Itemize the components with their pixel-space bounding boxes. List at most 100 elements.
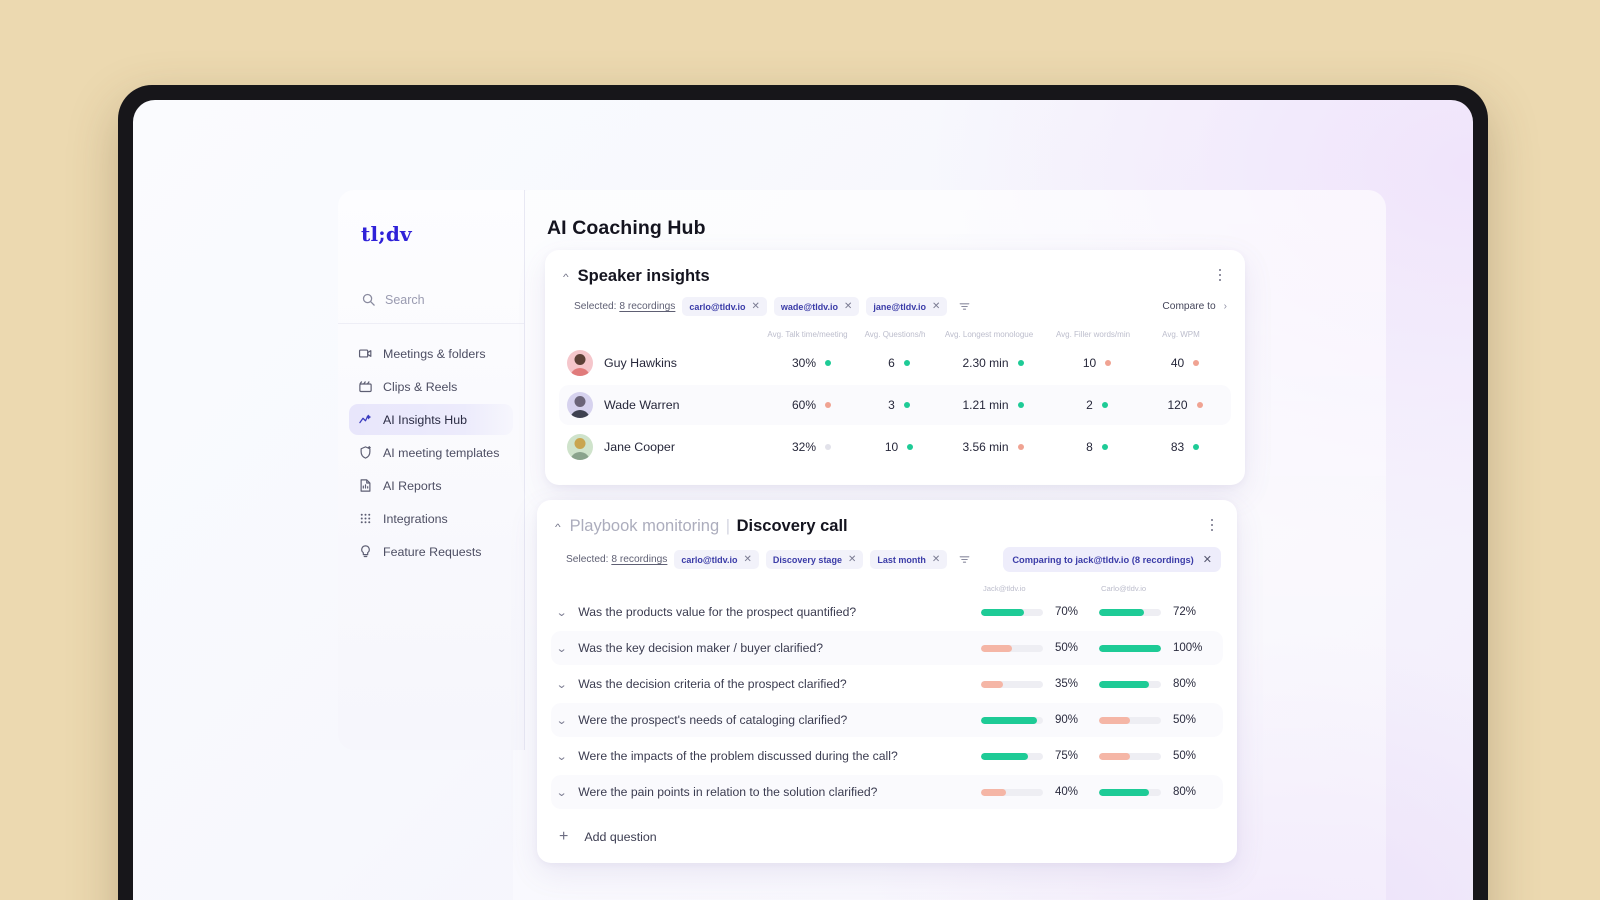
close-icon[interactable]: ✕	[751, 301, 760, 312]
status-dot	[903, 402, 910, 408]
progress-bar	[1099, 680, 1161, 688]
progress-bar	[1099, 644, 1161, 652]
add-question-button[interactable]: + Add question	[537, 815, 1237, 863]
filter-icon[interactable]	[958, 300, 971, 313]
cell-value: 2	[1086, 398, 1093, 412]
playbook-question: Was the decision criteria of the prospec…	[578, 677, 847, 691]
chevron-down-icon[interactable]: ⌄	[555, 786, 568, 799]
cell-value: 1.21 min	[962, 398, 1009, 412]
app-window: tl;dv Search	[338, 190, 1388, 900]
kebab-menu-icon[interactable]	[1205, 517, 1219, 533]
sidebar-item-ai-insights-hub[interactable]: AI Insights Hub	[349, 404, 513, 435]
sidebar-item-clips-reels[interactable]: Clips & Reels	[349, 371, 513, 402]
progress-value: 100%	[1173, 642, 1203, 654]
progress-value: 70%	[1055, 606, 1079, 618]
progress-value: 50%	[1173, 750, 1197, 762]
filter-chip[interactable]: Last month ✕	[870, 550, 948, 569]
close-icon[interactable]: ✕	[1202, 554, 1212, 566]
cell-monologue: 3.56 min	[938, 440, 1048, 454]
cell-value: 83	[1170, 440, 1185, 454]
close-icon[interactable]: ✕	[743, 554, 752, 565]
chevron-down-icon[interactable]: ⌄	[555, 714, 568, 727]
sidebar-item-meetings-folders[interactable]: Meetings & folders	[349, 338, 513, 369]
trend-line-icon	[358, 412, 373, 427]
progress-bar	[1099, 788, 1161, 796]
metric-jack: 70%	[981, 606, 1099, 618]
speaker-card-title: Speaker insights	[577, 267, 710, 285]
app-logo[interactable]: tl;dv	[361, 222, 412, 246]
chevron-down-icon[interactable]: ⌄	[555, 750, 568, 763]
chevron-up-icon[interactable]: ^	[563, 271, 569, 283]
sidebar-item-label: Clips & Reels	[383, 379, 458, 394]
list-item[interactable]: ⌄ Was the key decision maker / buyer cla…	[551, 631, 1223, 665]
chip-label: jane@tldv.io	[873, 301, 927, 312]
speaker-insights-card: ^ Speaker insights Selected: 8 recording…	[545, 250, 1245, 485]
filter-chip[interactable]: carlo@tldv.io ✕	[674, 550, 759, 569]
sidebar-item-integrations[interactable]: Integrations	[349, 503, 513, 534]
cell-monologue: 2.30 min	[938, 356, 1048, 370]
close-icon[interactable]: ✕	[931, 554, 941, 565]
avatar	[567, 350, 593, 376]
progress-value: 35%	[1055, 678, 1079, 690]
list-item[interactable]: ⌄ Were the pain points in relation to th…	[551, 775, 1223, 809]
list-item[interactable]: ⌄ Were the impacts of the problem discus…	[551, 739, 1223, 773]
cell-questions: 10	[860, 440, 938, 454]
search-placeholder-label: Search	[385, 292, 425, 307]
filter-chip[interactable]: wade@tldv.io ✕	[773, 297, 860, 316]
chip-label: Last month	[877, 554, 926, 565]
list-item[interactable]: ⌄ Were the prospect's needs of catalogin…	[551, 703, 1223, 737]
playbook-card-title: Playbook monitoring | Discovery call	[570, 517, 848, 536]
list-item[interactable]: ⌄ Was the products value for the prospec…	[551, 595, 1223, 629]
search-input[interactable]: Search	[338, 286, 524, 324]
comparing-to-label: Comparing to jack@tldv.io (8 recordings)	[1012, 554, 1194, 565]
playbook-card-header: ^ Playbook monitoring | Discovery call	[537, 500, 1237, 536]
sidebar-item-feature-requests[interactable]: Feature Requests	[349, 536, 513, 567]
progress-bar	[981, 644, 1043, 652]
filter-icon[interactable]	[958, 553, 971, 566]
kebab-menu-icon[interactable]	[1213, 267, 1227, 283]
chevron-down-icon[interactable]: ⌄	[555, 678, 568, 691]
selected-value[interactable]: 8 recordings	[619, 301, 676, 312]
chevron-down-icon[interactable]: ⌄	[555, 606, 568, 619]
speaker-card-header: ^ Speaker insights	[545, 250, 1245, 286]
playbook-rows: ⌄ Was the products value for the prospec…	[537, 593, 1237, 815]
filter-chip[interactable]: jane@tldv.io ✕	[866, 297, 948, 316]
progress-bar	[1099, 608, 1161, 616]
column-header-talk-time: Avg. Talk time/meeting	[767, 330, 848, 339]
status-dot	[1193, 444, 1200, 450]
lightbulb-icon	[358, 544, 373, 559]
compare-to-button[interactable]: Compare to ›	[1154, 298, 1229, 315]
sidebar-item-label: Integrations	[383, 511, 448, 526]
progress-bar	[981, 752, 1043, 760]
close-icon[interactable]: ✕	[932, 301, 941, 312]
list-item[interactable]: ⌄ Was the decision criteria of the prosp…	[551, 667, 1223, 701]
sidebar-item-ai-reports[interactable]: AI Reports	[349, 470, 513, 501]
selected-value[interactable]: 8 recordings	[611, 554, 668, 565]
table-row[interactable]: Wade Warren 60% 3 1.21 min	[559, 385, 1231, 425]
speaker-name: Wade Warren	[604, 398, 680, 412]
metric-jack: 35%	[981, 678, 1099, 690]
metric-jack: 40%	[981, 786, 1099, 798]
table-row[interactable]: Jane Cooper 32% 10 3.56 min	[559, 427, 1231, 467]
comparing-to-pill[interactable]: Comparing to jack@tldv.io (8 recordings)…	[1003, 547, 1221, 572]
chip-label: Discovery stage	[772, 554, 842, 565]
playbook-metrics: 75% 50%	[981, 750, 1217, 762]
close-icon[interactable]: ✕	[847, 554, 857, 565]
progress-value: 80%	[1173, 786, 1197, 798]
chevron-up-icon[interactable]: ^	[555, 521, 561, 533]
progress-bar	[1099, 752, 1161, 760]
table-row[interactable]: Guy Hawkins 30% 6 2.30 min	[559, 343, 1231, 383]
chevron-down-icon[interactable]: ⌄	[555, 642, 568, 655]
sidebar-item-ai-meeting-templates[interactable]: AI meeting templates	[349, 437, 513, 468]
playbook-column-headers: Jack@tldv.io Carlo@tldv.io	[537, 572, 1237, 593]
filter-chip[interactable]: Discovery stage ✕	[765, 550, 864, 569]
close-icon[interactable]: ✕	[844, 301, 853, 312]
filter-chip[interactable]: carlo@tldv.io ✕	[682, 297, 767, 316]
speaker-column-headers: Avg. Talk time/meeting Avg. Questions/h …	[545, 316, 1245, 339]
status-dot	[907, 444, 914, 450]
status-dot	[1017, 402, 1024, 408]
cell-filler-words: 8	[1048, 440, 1146, 454]
cell-monologue: 1.21 min	[938, 398, 1048, 412]
plus-icon: +	[559, 828, 569, 845]
cell-filler-words: 10	[1048, 356, 1146, 370]
